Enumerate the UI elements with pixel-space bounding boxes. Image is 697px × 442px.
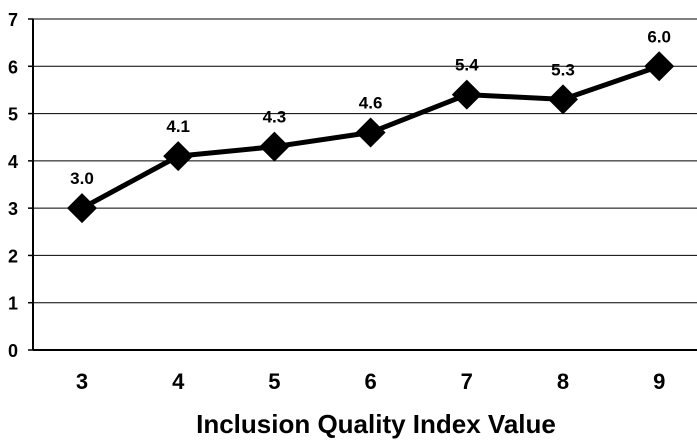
y-tick-label-4: 4 [8,152,18,172]
data-label-9: 6.0 [647,27,671,46]
data-label-5: 4.3 [263,108,287,127]
y-tick-label-2: 2 [8,246,18,266]
data-label-6: 4.6 [359,93,383,112]
markers [67,51,674,223]
y-tick-label-0: 0 [8,341,18,361]
marker-4 [163,141,193,171]
x-tick-label-5: 5 [268,369,280,394]
x-tick-label-4: 4 [172,369,185,394]
y-tick-label-5: 5 [8,105,18,125]
data-label-3: 3.0 [70,169,94,188]
marker-7 [452,80,482,110]
y-tick-label-6: 6 [8,57,18,77]
x-tick-label-7: 7 [461,369,473,394]
x-tick-labels: 3 4 5 6 7 8 9 [76,369,665,394]
marker-8 [548,84,578,114]
x-tick-label-9: 9 [653,369,665,394]
x-axis-title: Inclusion Quality Index Value [196,409,556,439]
marker-6 [356,117,386,147]
y-tick-label-7: 7 [8,10,18,30]
y-tick-labels: 0 1 2 3 4 5 6 7 [8,10,18,361]
x-tick-label-3: 3 [76,369,88,394]
y-tick-label-1: 1 [8,294,18,314]
y-tick-label-3: 3 [8,199,18,219]
data-label-7: 5.4 [455,56,479,75]
data-label-8: 5.3 [551,60,575,79]
gridlines [33,19,697,303]
marker-9 [644,51,674,81]
x-tick-label-8: 8 [557,369,569,394]
marker-3 [67,193,97,223]
data-label-4: 4.1 [166,117,190,136]
x-tick-label-6: 6 [364,369,376,394]
marker-5 [259,132,289,162]
